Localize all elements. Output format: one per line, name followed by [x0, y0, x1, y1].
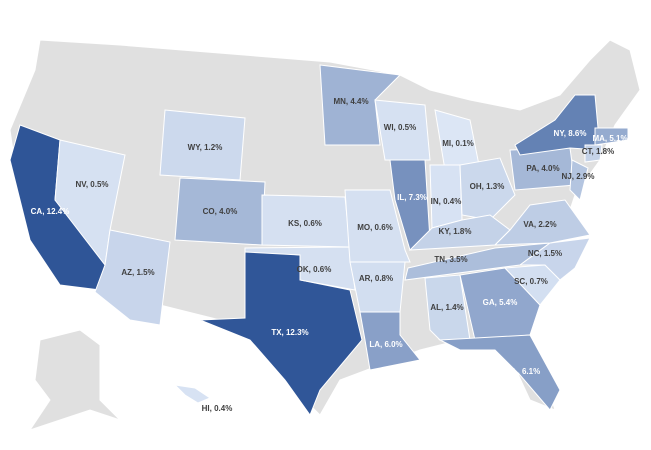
state [173, 384, 212, 404]
state-label: FL, 6.1% [508, 367, 540, 376]
state-label: LA, 6.0% [369, 340, 402, 349]
state [594, 127, 629, 146]
state [459, 157, 516, 221]
labels: CA, 12.4% NV, 0.5% AZ, 1.5% WY, 1.2% CO, 4.0… [31, 97, 628, 413]
state-label: IL, 7.3% [397, 193, 427, 202]
state-label: AR, 0.8% [359, 274, 393, 283]
state [349, 261, 406, 313]
state [359, 311, 421, 371]
state [319, 64, 402, 146]
state-label: AL, 1.4% [430, 303, 463, 312]
state-label: NC, 1.5% [528, 249, 562, 258]
state-label: MO, 0.6% [357, 223, 393, 232]
state-label: VA, 2.2% [523, 220, 556, 229]
state-label: SC, 0.7% [514, 277, 548, 286]
states [9, 64, 629, 417]
state-label: MI, 0.1% [442, 139, 474, 148]
state-label: MN, 4.4% [333, 97, 368, 106]
state-label: WY, 1.2% [188, 143, 223, 152]
state [159, 109, 246, 181]
alaska [28, 329, 121, 431]
state-label: MA, 5.1% [592, 134, 627, 143]
state-label: HI, 0.4% [202, 404, 233, 413]
state-label: NY, 8.6% [554, 129, 587, 138]
state-label: OH, 1.3% [470, 182, 505, 191]
state [459, 267, 541, 341]
state-label: KS, 0.6% [288, 219, 322, 228]
state [569, 159, 589, 201]
state-label: IN, 0.4% [431, 197, 462, 206]
state [374, 99, 431, 161]
state [584, 144, 603, 163]
state [514, 94, 601, 156]
state [344, 189, 411, 263]
state-label: TX, 12.3% [271, 328, 308, 337]
state-label: CA, 12.4% [31, 207, 70, 216]
state [438, 334, 561, 411]
state-label: PA, 4.0% [526, 164, 559, 173]
state-label: OK, 0.6% [297, 265, 332, 274]
state-label: CT, 1.8% [582, 147, 614, 156]
state-label: TN, 3.5% [434, 255, 467, 264]
state-label: NV, 0.5% [75, 180, 108, 189]
state-label: WI, 0.5% [384, 123, 416, 132]
state-label: GA, 5.4% [483, 298, 518, 307]
state [94, 229, 171, 326]
state-label: CO, 4.0% [203, 207, 238, 216]
state-label: KY, 1.8% [439, 227, 472, 236]
state-label: NJ, 2.9% [562, 172, 595, 181]
state [493, 199, 591, 246]
state-label: AZ, 1.5% [121, 268, 154, 277]
